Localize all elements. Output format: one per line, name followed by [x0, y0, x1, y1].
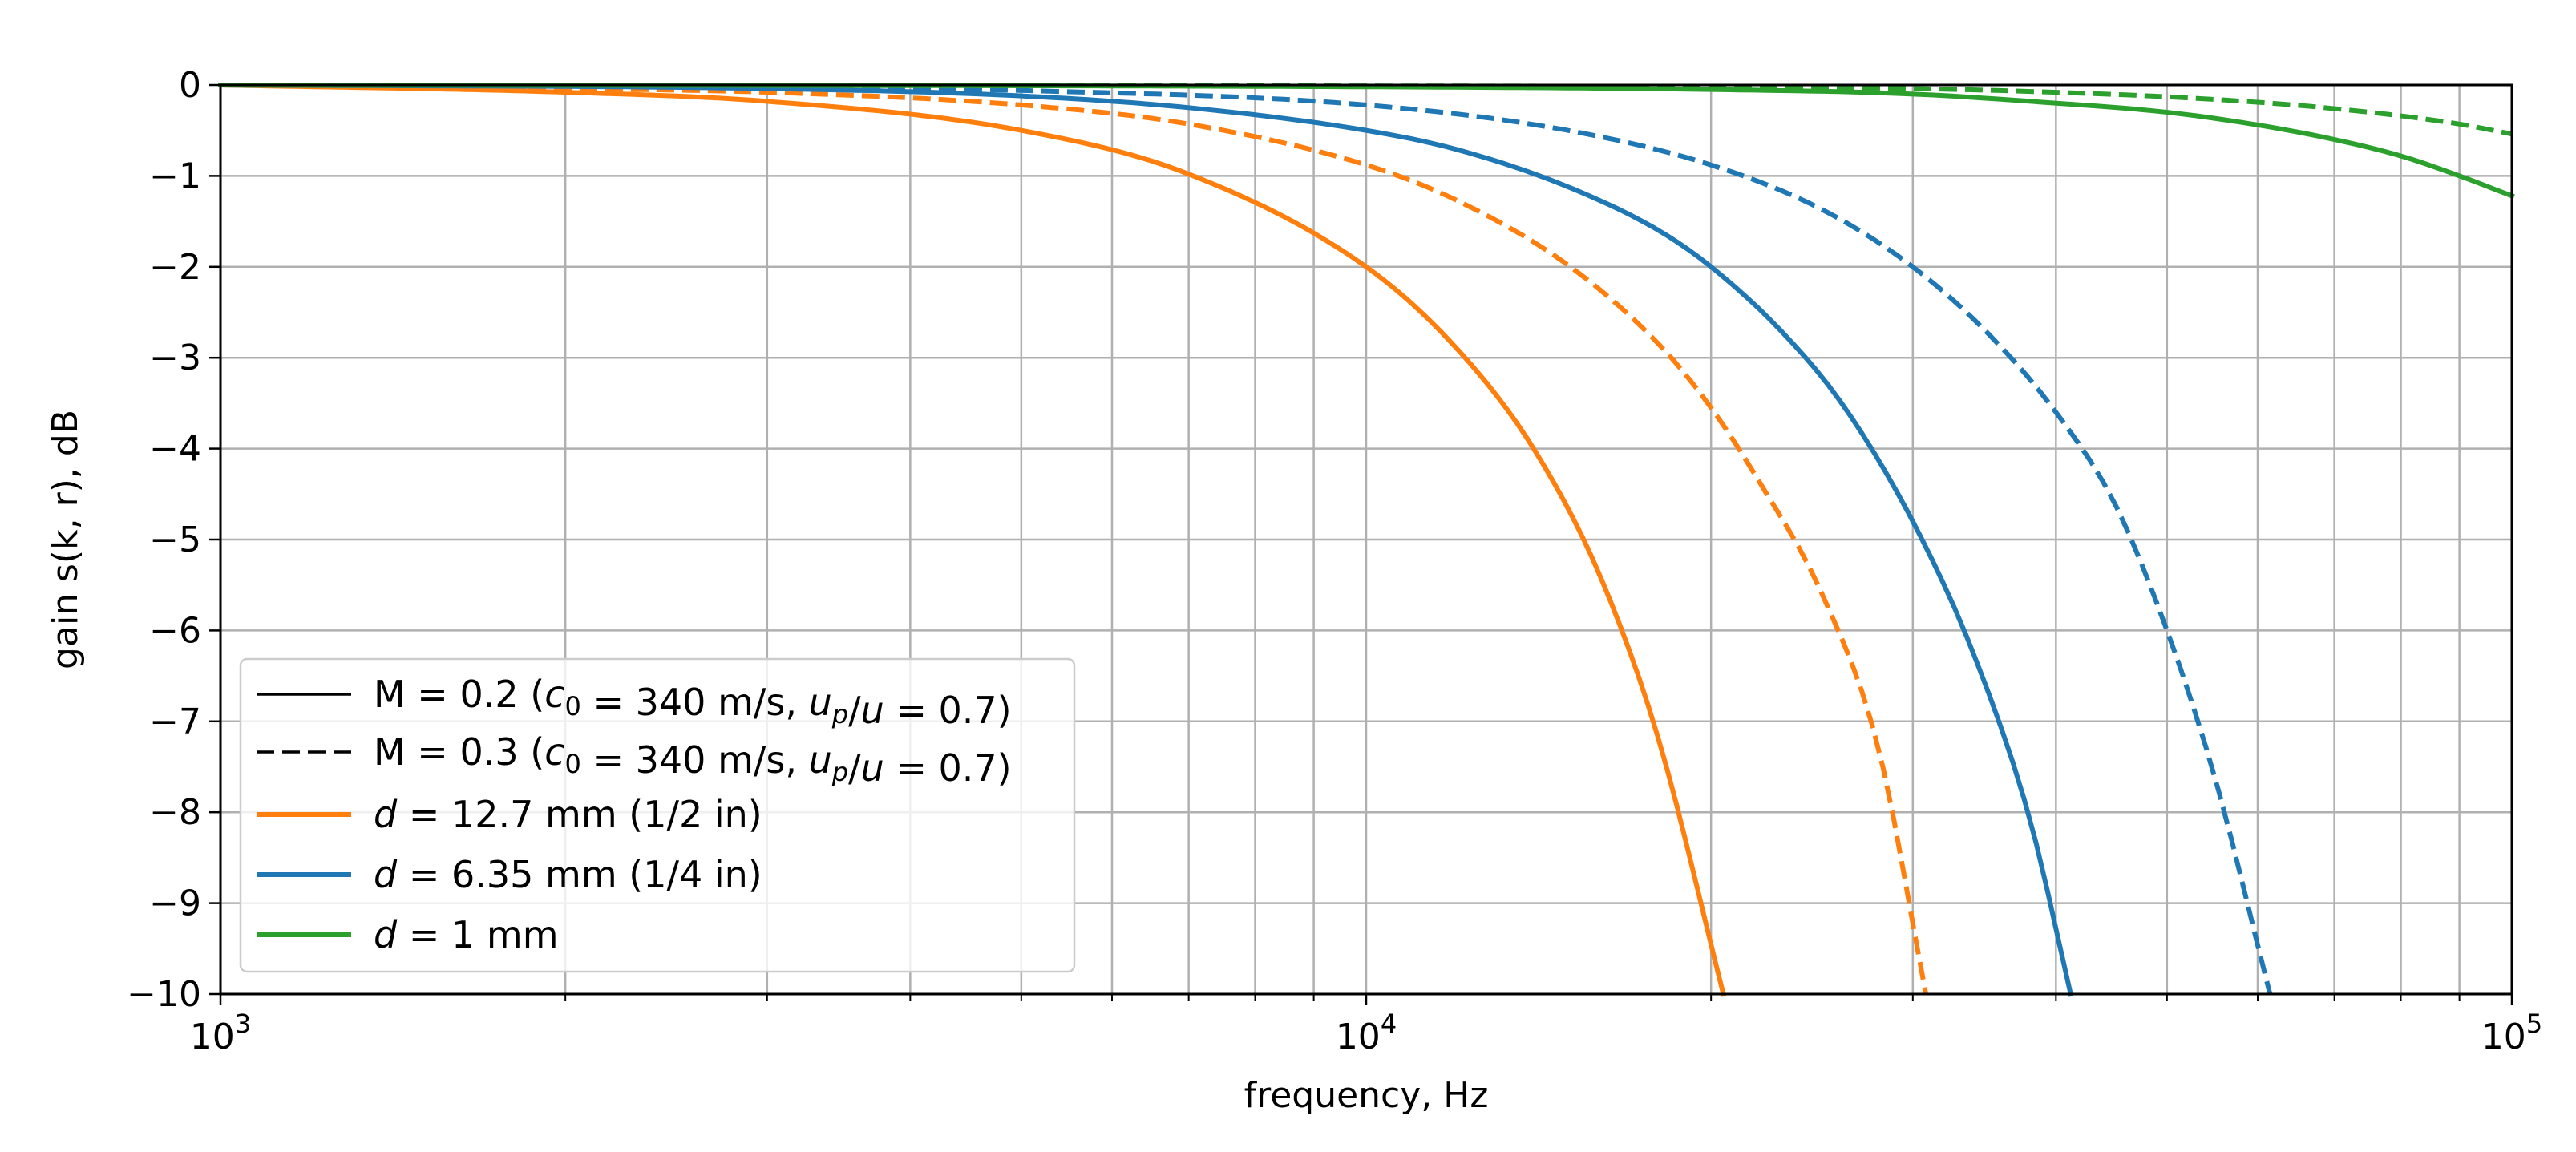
y-tick-label: −4: [149, 429, 201, 470]
legend-label-1: M = 0.2 (c0 = 340 m/s, up/u = 0.7): [374, 673, 1012, 732]
y-tick-label: −6: [149, 610, 201, 651]
y-tick-label: −8: [149, 792, 201, 833]
y-tick-label: −9: [149, 883, 201, 924]
x-tick-label: 104: [1336, 1009, 1397, 1057]
series-line-1: [217, 82, 1727, 997]
y-tick-label: −7: [149, 701, 201, 742]
x-axis-label: frequency, Hz: [1244, 1075, 1489, 1116]
y-tick-label: −10: [127, 974, 201, 1015]
legend: M = 0.2 (c0 = 340 m/s, up/u = 0.7)M = 0.…: [239, 657, 1076, 973]
legend-label-5: d = 1 mm: [374, 913, 559, 956]
legend-label-4: d = 6.35 mm (1/4 in): [374, 853, 762, 896]
y-axis-label-text: gain s(k, r), dB: [45, 410, 86, 669]
x-tick-label: 103: [190, 1009, 251, 1057]
legend-label-2: M = 0.3 (c0 = 340 m/s, up/u = 0.7): [374, 730, 1012, 790]
y-tick-label: −5: [149, 519, 201, 560]
y-tick-label: −3: [149, 338, 201, 378]
legend-label-3: d = 12.7 mm (1/2 in): [374, 793, 762, 836]
y-tick-label: −1: [149, 156, 201, 196]
x-tick-label: 105: [2481, 1009, 2542, 1057]
y-tick-label: 0: [179, 65, 201, 106]
y-axis-label: gain s(k, r), dB: [45, 410, 86, 669]
legend-box: [239, 657, 1076, 973]
y-tick-label: −2: [149, 247, 201, 288]
